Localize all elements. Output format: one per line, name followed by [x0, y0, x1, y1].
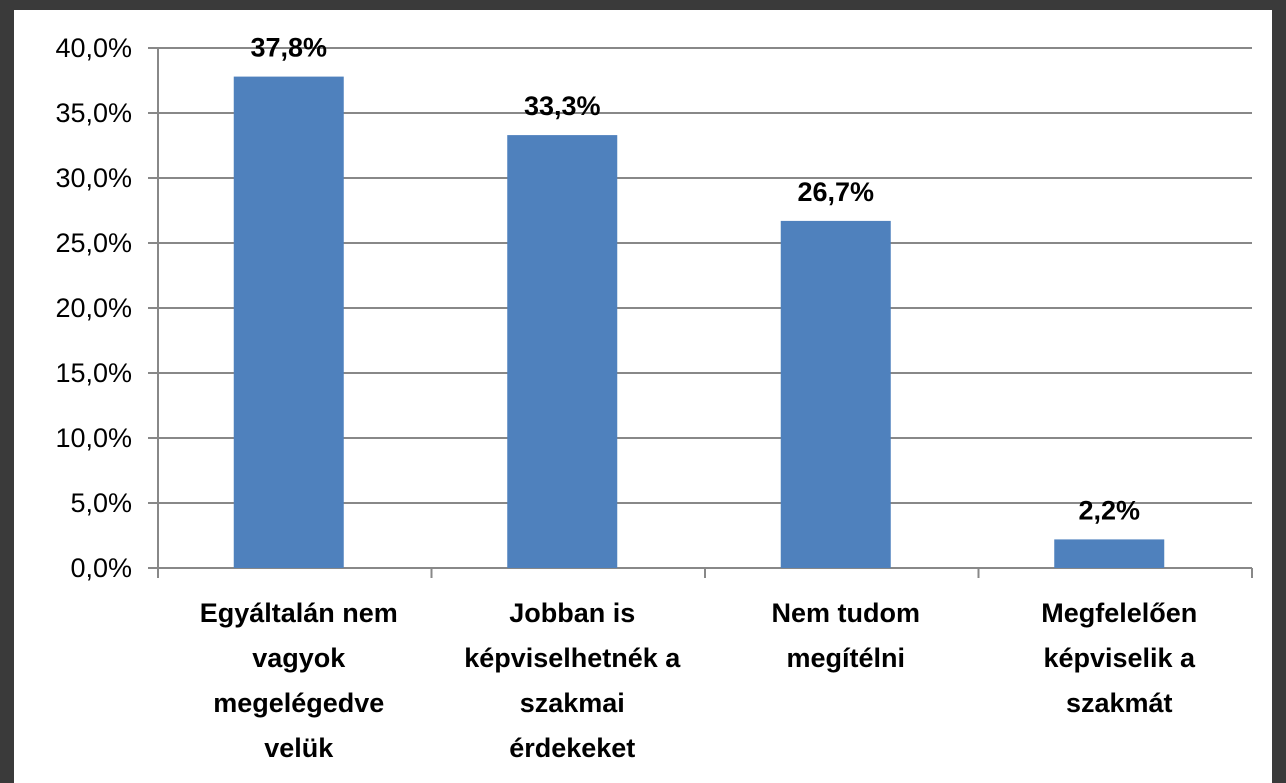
- category-label-line: szakmát: [1066, 688, 1173, 718]
- category-label-line: képviselhetnék a: [464, 643, 681, 673]
- data-label: 37,8%: [250, 33, 327, 63]
- category-label: Megfelelően képviselik a szakmát: [1041, 598, 1197, 718]
- data-label: 26,7%: [797, 177, 874, 207]
- category-label-line: képviselik a: [1043, 643, 1196, 673]
- category-label: Egyáltalán nem vagyok megelégedve velük: [200, 598, 398, 763]
- y-tick-label: 30,0%: [55, 163, 132, 193]
- y-tick-label: 5,0%: [70, 488, 132, 518]
- bar: [1054, 539, 1165, 568]
- category-label-line: szakmai: [520, 688, 625, 718]
- category-label-line: Nem tudom: [772, 598, 921, 628]
- data-label: 2,2%: [1078, 495, 1140, 525]
- bar: [507, 135, 618, 568]
- category-label-line: Egyáltalán nem: [200, 598, 398, 628]
- y-tick-label: 25,0%: [55, 228, 132, 258]
- category-label-line: velük: [264, 733, 334, 763]
- y-tick-label: 10,0%: [55, 423, 132, 453]
- bar: [780, 220, 891, 568]
- category-label-line: megítélni: [786, 643, 905, 673]
- y-tick-label: 0,0%: [70, 553, 132, 583]
- category-label-line: Jobban is: [509, 598, 635, 628]
- category-label: Jobban is képviselhetnék a szakmai érdekeke…: [464, 598, 681, 763]
- category-label-line: megelégedve: [213, 688, 384, 718]
- category-label-line: vagyok: [252, 643, 346, 673]
- y-tick-label: 20,0%: [55, 293, 132, 323]
- y-tick-label: 35,0%: [55, 98, 132, 128]
- y-tick-label: 40,0%: [55, 33, 132, 63]
- category-label: Nem tudom megítélni: [772, 598, 921, 673]
- y-tick-label: 15,0%: [55, 358, 132, 388]
- category-label-line: Megfelelően: [1041, 598, 1197, 628]
- bar: [233, 76, 344, 568]
- category-label-line: érdekeket: [509, 733, 635, 763]
- bar-chart: 0,0% 5,0% 10,0% 15,0% 20,0% 25,0% 30,0% 35,0% 40…: [55, 33, 1253, 763]
- data-label: 33,3%: [524, 91, 601, 121]
- chart-panel: 0,0% 5,0% 10,0% 15,0% 20,0% 25,0% 30,0% 35,0% 40…: [14, 10, 1272, 783]
